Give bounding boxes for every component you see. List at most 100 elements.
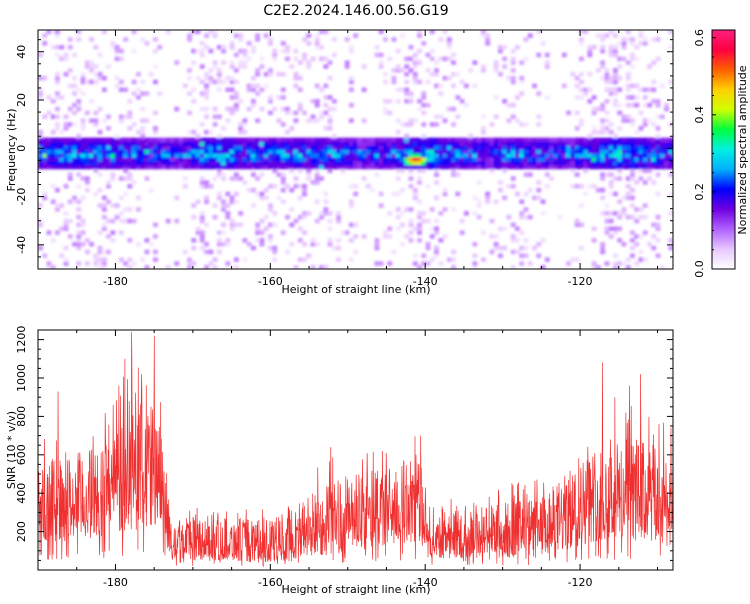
- heatmap-cell: [76, 214, 82, 220]
- heatmap-cell: [600, 242, 606, 247]
- heatmap-cell: [361, 87, 367, 92]
- heatmap-cell: [655, 153, 661, 158]
- heatmap-cell: [578, 157, 584, 162]
- heatmap-cell: [127, 110, 133, 116]
- heatmap-cell: [55, 30, 60, 34]
- heatmap-cell: [187, 33, 192, 38]
- heatmap-cell: [161, 160, 167, 166]
- heatmap-cell: [630, 176, 635, 181]
- heatmap-cell: [630, 195, 635, 201]
- heatmap-cell: [72, 137, 77, 143]
- heatmap-cell: [42, 149, 48, 154]
- heatmap-cell: [127, 126, 133, 131]
- heatmap-cell: [515, 137, 520, 143]
- heatmap-cell: [523, 245, 529, 251]
- heatmap-cell: [110, 145, 116, 150]
- heatmap-cell: [408, 91, 414, 96]
- heatmap-cell: [421, 122, 427, 127]
- heatmap-cell: [114, 133, 120, 139]
- heatmap-cell: [251, 153, 256, 158]
- heatmap-cell: [157, 160, 163, 166]
- heatmap-cell: [536, 52, 542, 58]
- heatmap-cell: [378, 153, 384, 158]
- heatmap-cell: [263, 83, 269, 89]
- heatmap-cell: [76, 164, 82, 170]
- heatmap-cell: [647, 64, 652, 69]
- heatmap-cell: [212, 176, 218, 181]
- heatmap-cell: [642, 149, 648, 154]
- heatmap-cell: [187, 75, 192, 81]
- heatmap-cell: [651, 60, 657, 65]
- heatmap-cell: [216, 141, 222, 146]
- heatmap-cell: [361, 141, 367, 146]
- heatmap-cell: [510, 238, 516, 243]
- heatmap-cell: [76, 141, 82, 146]
- heatmap-cell: [285, 160, 290, 166]
- heatmap-cell: [451, 160, 456, 166]
- heatmap-cell: [208, 157, 214, 162]
- heatmap-cell: [472, 137, 478, 143]
- heatmap-cell: [651, 157, 657, 162]
- heatmap-cell: [327, 145, 333, 150]
- spectrogram-y-tick-label: 40: [15, 45, 28, 59]
- heatmap-cell: [268, 238, 273, 243]
- heatmap-cell: [136, 95, 141, 100]
- heatmap-cell: [348, 157, 354, 162]
- heatmap-cell: [383, 141, 388, 146]
- heatmap-cell: [634, 207, 640, 212]
- heatmap-cell: [412, 153, 418, 158]
- heatmap-cell: [59, 160, 65, 166]
- heatmap-cell: [336, 145, 341, 150]
- heatmap-cell: [314, 45, 320, 50]
- heatmap-cell: [621, 41, 627, 46]
- heatmap-cell: [97, 203, 103, 208]
- heatmap-cell: [634, 83, 640, 89]
- heatmap-cell: [50, 99, 56, 104]
- heatmap-cell: [617, 261, 623, 266]
- heatmap-cell: [336, 214, 341, 220]
- heatmap-cell: [574, 153, 580, 158]
- heatmap-cell: [664, 141, 669, 146]
- heatmap-cell: [285, 141, 290, 146]
- heatmap-cell: [600, 64, 606, 69]
- heatmap-cell: [642, 168, 648, 174]
- heatmap-cell: [668, 238, 673, 243]
- heatmap-cell: [591, 226, 597, 231]
- heatmap-cell: [621, 37, 627, 42]
- heatmap-cell: [306, 211, 312, 216]
- heatmap-cell: [651, 145, 657, 150]
- heatmap-cell: [587, 184, 593, 189]
- heatmap-cell: [93, 122, 99, 127]
- heatmap-cell: [578, 222, 584, 228]
- heatmap-cell: [314, 83, 320, 89]
- heatmap-cell: [561, 83, 567, 89]
- heatmap-cell: [391, 137, 397, 143]
- heatmap-cell: [540, 153, 546, 158]
- heatmap-cell: [148, 141, 154, 146]
- heatmap-cell: [493, 68, 499, 73]
- heatmap-cell: [246, 137, 252, 143]
- heatmap-cell: [93, 149, 99, 154]
- heatmap-cell: [80, 91, 86, 96]
- heatmap-cell: [600, 164, 606, 170]
- heatmap-cell: [42, 75, 48, 81]
- heatmap-cell: [425, 164, 431, 170]
- heatmap-cell: [591, 106, 597, 112]
- heatmap-cell: [536, 160, 542, 166]
- heatmap-cell: [178, 149, 184, 154]
- heatmap-cell: [76, 238, 82, 243]
- heatmap-cell: [50, 45, 56, 50]
- heatmap-cell: [472, 242, 478, 247]
- heatmap-cell: [204, 249, 209, 255]
- heatmap-cell: [574, 157, 580, 162]
- heatmap-cell: [97, 149, 103, 154]
- heatmap-cell: [523, 191, 529, 197]
- heatmap-cell: [242, 52, 248, 58]
- heatmap-cell: [229, 160, 235, 166]
- heatmap-cell: [417, 145, 422, 150]
- heatmap-cell: [97, 153, 103, 158]
- heatmap-cell: [268, 41, 273, 46]
- heatmap-cell: [608, 129, 614, 135]
- heatmap-cell: [268, 37, 273, 42]
- heatmap-cell: [642, 153, 648, 158]
